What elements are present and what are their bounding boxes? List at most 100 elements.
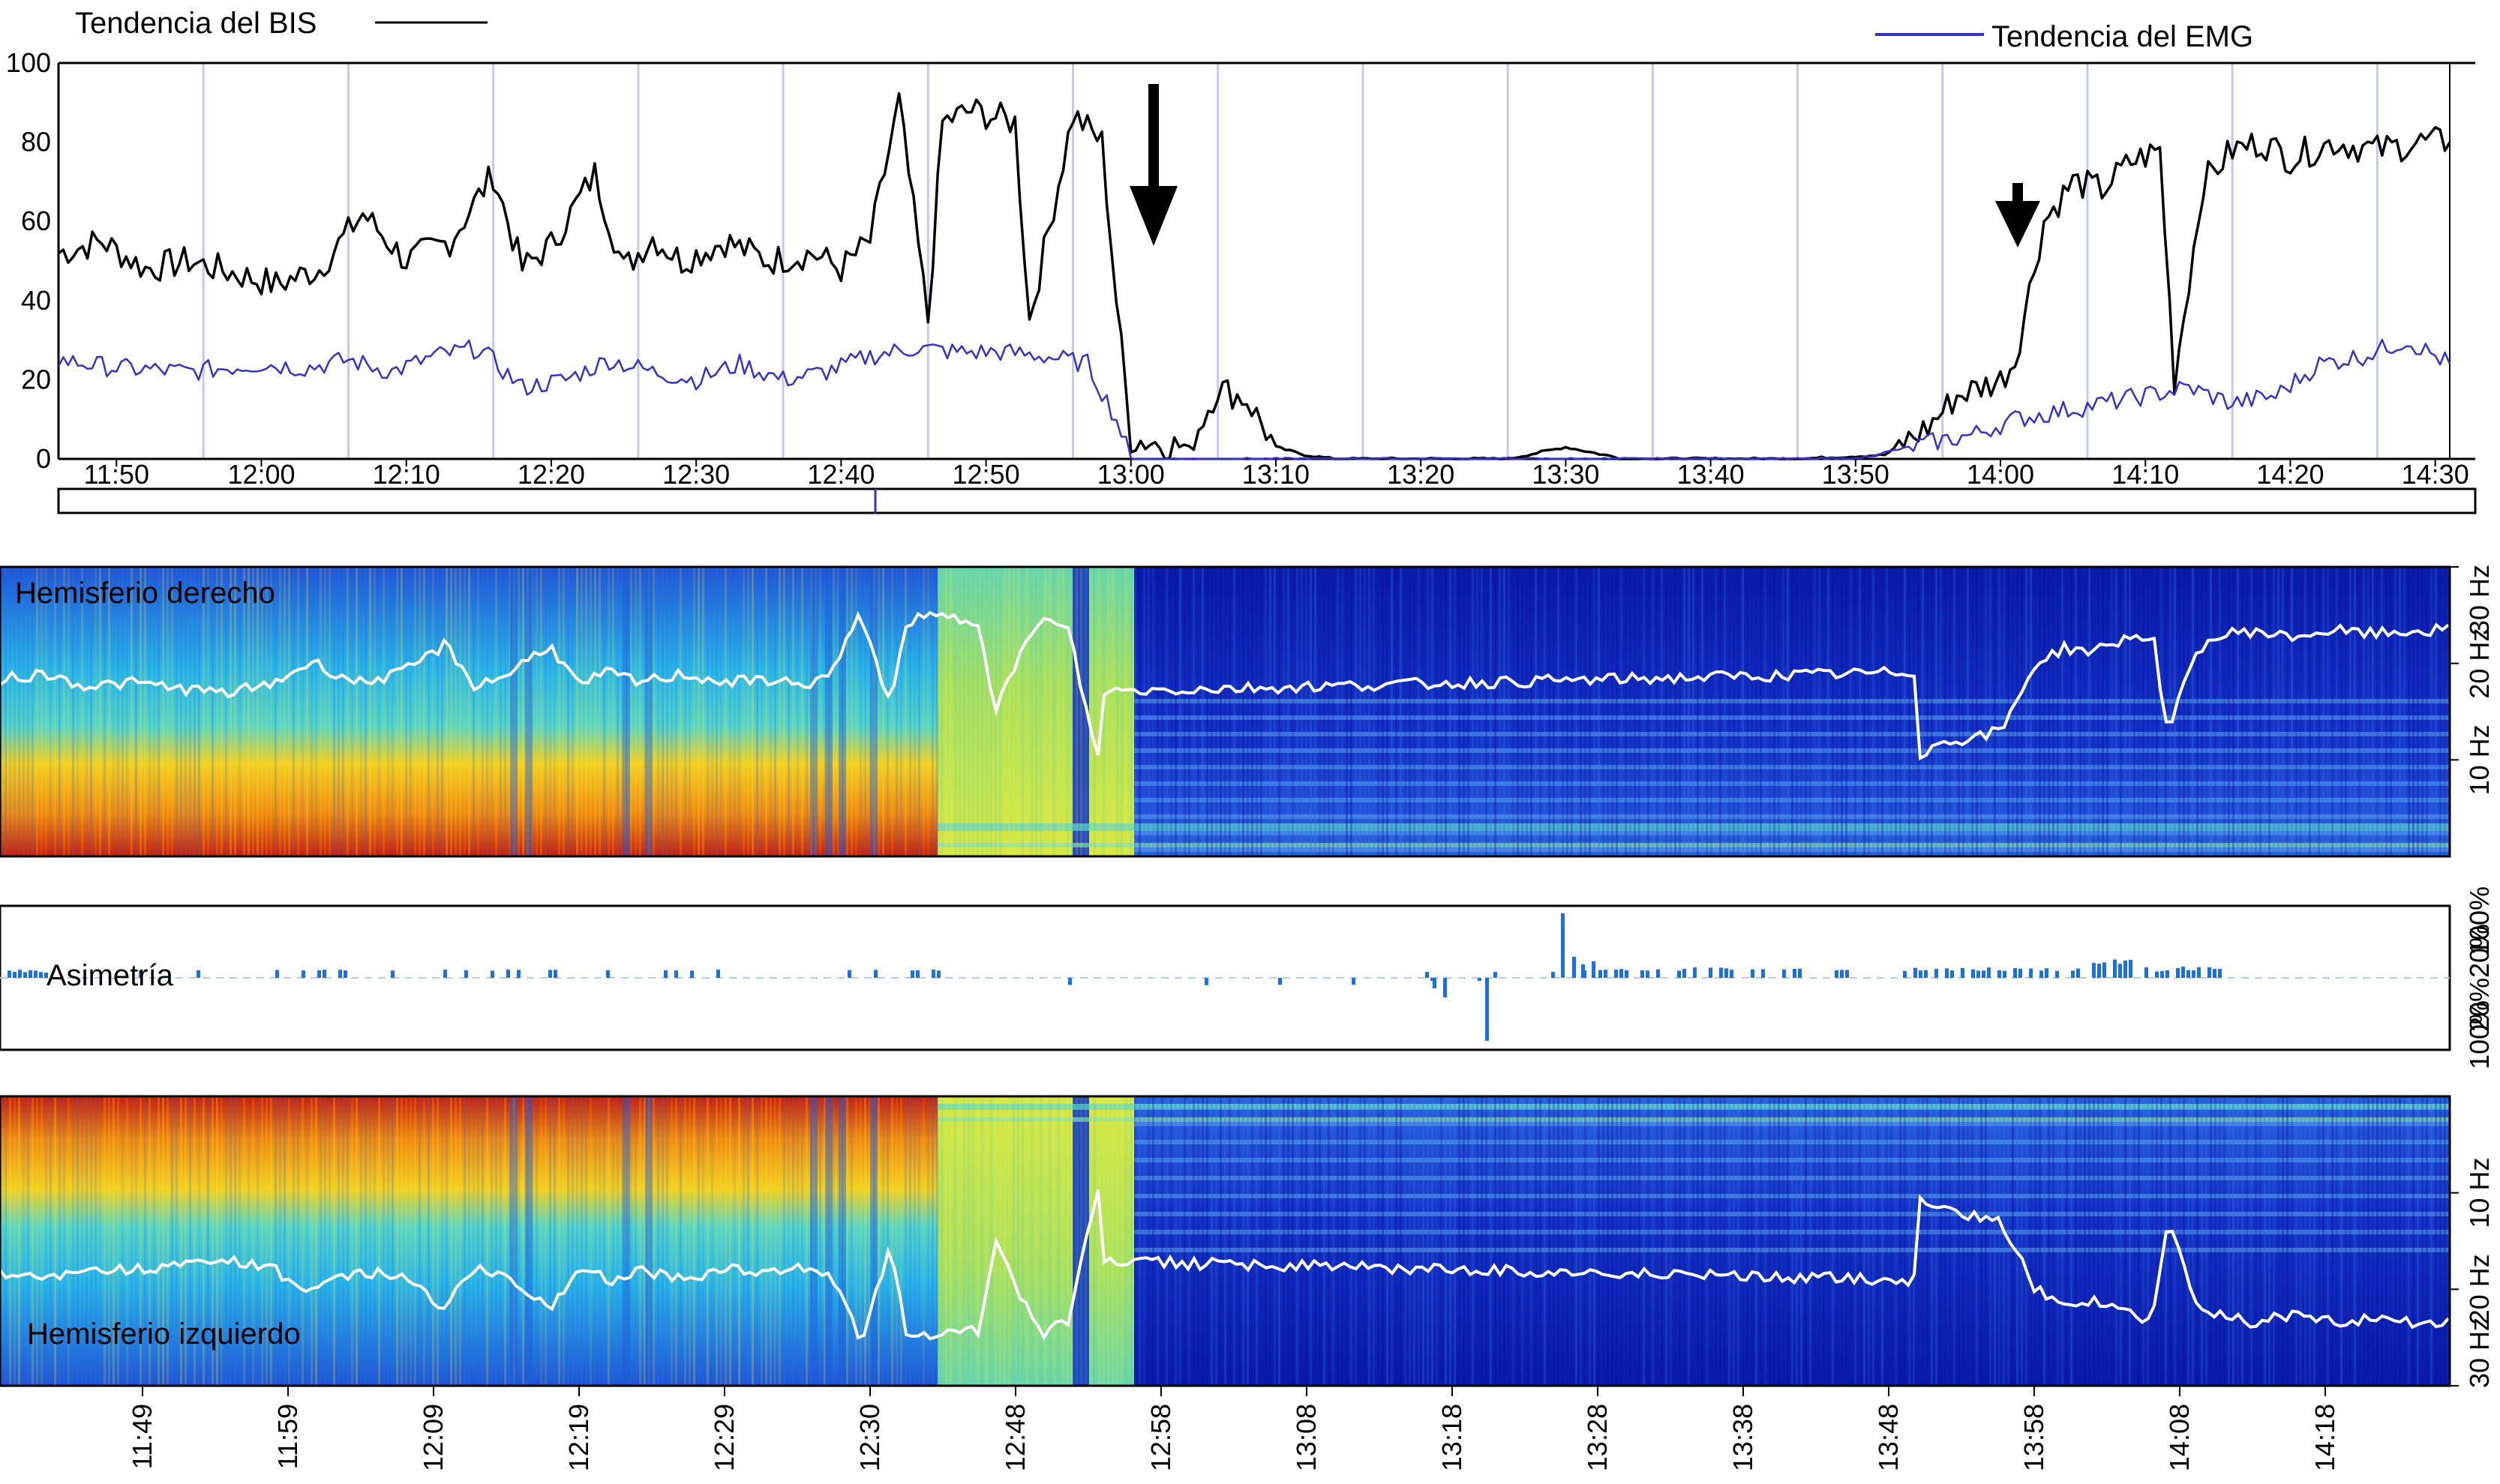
emg-trend-line: [57, 338, 2451, 460]
bottom-time-axis: 11:49 11:59 12:09 12:19 12:29 12:30 12:48 12:58…: [0, 1384, 2450, 1471]
asymmetry-bar: [1761, 969, 1765, 978]
asymmetry-bar: [1598, 970, 1602, 978]
asymmetry-label: Asimetría: [47, 959, 174, 992]
asymmetry-bar: [1433, 978, 1436, 988]
asymmetry-bar: [911, 970, 914, 978]
time-tick-label: 14:08: [2164, 1404, 2195, 1471]
time-tick-label: 12:58: [1145, 1404, 1176, 1471]
asymmetry-bar: [1982, 970, 1985, 978]
asymmetry-bar: [1845, 970, 1849, 978]
asymmetry-bar: [506, 970, 510, 978]
asymmetry-bar: [2181, 967, 2185, 978]
asymmetry-bar: [2013, 968, 2017, 978]
asymmetry-bar: [1205, 978, 1208, 985]
asymmetry-bar: [2176, 967, 2180, 978]
x-tick-label: 12:00: [227, 459, 295, 490]
x-tick-label: 14:20: [2256, 459, 2324, 490]
asymmetry-bar: [2003, 970, 2006, 978]
asymmetry-bar: [2165, 970, 2169, 978]
legend-bis-label: Tendencia del BIS: [75, 7, 317, 40]
asymmetry-bar: [1640, 970, 1644, 978]
asymmetry-bar: [1581, 964, 1585, 978]
asymmetry-bar: [1430, 978, 1434, 981]
x-tick-label: 12:20: [518, 459, 585, 490]
asymmetry-bar: [1903, 970, 1907, 978]
arrow-down-small-icon: [1995, 183, 2040, 247]
asymmetry-bar: [1592, 961, 1595, 978]
asymmetry-bar: [1709, 967, 1712, 978]
asymmetry-bar: [1934, 969, 1938, 978]
asymmetry-bar: [2071, 970, 2075, 978]
asymmetry-bar: [29, 970, 32, 978]
asymmetry-bar: [464, 970, 468, 978]
x-tick-label: 12:10: [373, 459, 440, 490]
y-tick-label: 60: [21, 205, 51, 236]
asymmetry-bar: [18, 970, 22, 978]
asymmetry-bar: [8, 970, 11, 978]
spectral-edge-line-left: [0, 1189, 2450, 1341]
asymmetry-bar: [2207, 967, 2211, 978]
asymmetry-bar: [2218, 968, 2222, 978]
asymmetry-bar: [1068, 978, 1072, 985]
time-tick-label: 12:48: [1000, 1404, 1031, 1471]
asymmetry-panel: Asimetría 100%20%20%100%: [0, 886, 2495, 1069]
asymmetry-bar: [1971, 969, 1975, 978]
asymmetry-bar: [1835, 970, 1838, 978]
asymmetry-bar: [197, 970, 200, 978]
time-tick-label: 12:09: [418, 1404, 449, 1471]
x-tick-label: 14:00: [1967, 459, 2034, 490]
y-tick-label: 20: [21, 364, 51, 394]
asymmetry-bar: [716, 970, 720, 978]
asymmetry-tick-label: 20%: [2464, 924, 2495, 978]
x-tick-label: 12:50: [953, 459, 1020, 490]
spectrogram-left-texture: [0, 1096, 2450, 1386]
asymmetry-bar: [1425, 972, 1429, 978]
asymmetry-bar: [664, 970, 668, 978]
time-tick-label: 11:49: [127, 1404, 158, 1469]
asymmetry-bar: [39, 972, 43, 978]
asymmetry-bar: [2186, 970, 2190, 978]
asymmetry-bar: [690, 970, 694, 978]
asymmetry-tick-label: 100%: [2464, 886, 2495, 955]
time-tick-label: 12:19: [563, 1404, 594, 1471]
asymmetry-bar: [2192, 970, 2195, 978]
asymmetry-bar: [606, 970, 610, 978]
bis-trend-line: [57, 91, 2451, 460]
spectral-edge-line-right: [0, 610, 2450, 760]
asymmetry-bar: [13, 971, 17, 978]
legend-emg-label: Tendencia del EMG: [1991, 20, 2253, 53]
asymmetry-bar: [2155, 971, 2159, 978]
asymmetry-bar: [848, 970, 851, 978]
asymmetry-bar: [932, 970, 935, 978]
asymmetry-bar: [1572, 957, 1576, 978]
asymmetry-bar: [275, 970, 279, 978]
asymmetry-bar: [2144, 967, 2148, 978]
asymmetry-bar: [2092, 963, 2096, 978]
time-tick-label: 13:38: [1727, 1404, 1758, 1471]
asymmetry-bar: [491, 970, 494, 978]
y-tick-label: 100: [6, 47, 51, 78]
asymmetry-bar: [1730, 970, 1733, 978]
asymmetry-bar: [391, 970, 395, 978]
asymmetry-bar: [1719, 967, 1723, 978]
asymmetry-bar: [34, 970, 38, 978]
y-tick-label: 40: [21, 285, 51, 316]
asymmetry-bar: [2118, 964, 2122, 978]
trend-series: [57, 91, 2451, 460]
asymmetry-bar: [2197, 967, 2201, 978]
asymmetry-bar: [1793, 969, 1796, 978]
asymmetry-tick-label: 100%: [2464, 1000, 2495, 1069]
time-tick-label: 13:28: [1582, 1404, 1613, 1471]
asymmetry-bar: [1724, 968, 1728, 978]
x-tick-label: 14:10: [2111, 459, 2179, 490]
x-tick-label: 12:30: [662, 459, 730, 490]
asymmetry-bar: [1913, 967, 1917, 978]
asymmetry-bar: [937, 970, 941, 978]
asymmetry-bar: [1950, 970, 1954, 978]
asymmetry-bar: [323, 970, 326, 978]
